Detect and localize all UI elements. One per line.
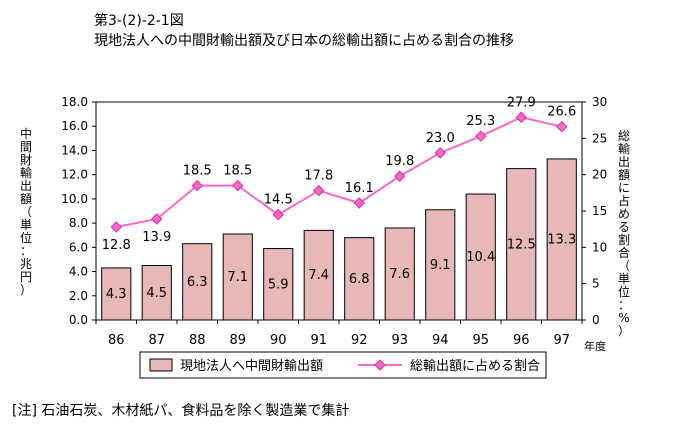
bar-value-label: 5.9 (268, 277, 289, 292)
share-marker (556, 120, 568, 133)
share-marker (434, 147, 446, 159)
x-axis-tick-label: 87 (148, 333, 165, 348)
share-value-label: 19.8 (385, 154, 414, 169)
figure-number: 第3-(2)-2-1図 (94, 13, 184, 29)
bar (263, 248, 294, 321)
right-axis-tick-label: 0 (592, 313, 600, 327)
share-marker (515, 111, 527, 123)
share-value-label: 18.5 (183, 164, 212, 179)
bar (101, 267, 132, 321)
x-axis-unit-label: 年度 (584, 339, 606, 353)
share-value-label: 17.8 (304, 169, 333, 184)
bar (141, 265, 172, 321)
left-axis-tick-label: 18.0 (61, 95, 88, 109)
share-value-label: 12.8 (102, 238, 131, 253)
bar (465, 193, 496, 321)
x-axis-tick-label: 94 (432, 333, 449, 348)
bar-value-label: 7.6 (389, 267, 410, 282)
left-axis-tick-label: 6.0 (69, 240, 88, 254)
share-value-label: 26.6 (547, 105, 576, 120)
footnote: [注] 石油石炭、木材紙パ、食料品を除く製造業で集計 (12, 403, 350, 419)
left-axis-tick-label: 10.0 (61, 192, 88, 206)
left-axis-tick-label: 0.0 (69, 313, 88, 327)
bar-value-label: 6.8 (349, 272, 370, 287)
bar (506, 168, 537, 321)
bar-value-label: 7.1 (227, 270, 248, 285)
x-axis-tick-label: 97 (553, 333, 570, 348)
share-marker (191, 179, 203, 192)
chart-canvas: 0.0 2.0 4.0 6.0 8.0 10.0 12.0 14.0 16.0 18.0 0 5 10 1… (20, 95, 630, 379)
right-axis-tick-label: 15 (592, 204, 607, 218)
share-line (116, 116, 562, 228)
share-value-label: 13.9 (142, 230, 171, 245)
x-axis-tick-label: 92 (351, 333, 368, 348)
legend-bar-swatch (149, 358, 173, 372)
share-value-label: 14.5 (264, 193, 293, 208)
share-marker (353, 197, 365, 209)
right-axis-tick-label: 5 (592, 277, 600, 291)
left-axis-tick-label: 4.0 (69, 265, 88, 279)
legend-line-marker (374, 359, 386, 371)
left-axis-tick-label: 2.0 (69, 289, 88, 303)
x-axis-tick-label: 93 (391, 333, 408, 348)
bar (303, 229, 334, 321)
right-axis-tick-label: 30 (592, 95, 607, 109)
share-value-label: 23.0 (426, 131, 455, 146)
share-marker (110, 221, 122, 233)
right-axis-tick-label: 20 (592, 168, 607, 182)
x-axis-tick-label: 86 (108, 333, 125, 348)
chart-title: 現地法人への中間財輸出額及び日本の総輸出額に占める割合の推移 (94, 33, 514, 49)
bar (222, 233, 253, 321)
bar-value-label: 4.3 (106, 287, 127, 302)
bar (344, 237, 375, 321)
bar-value-label: 7.4 (308, 268, 329, 283)
x-axis-tick-label: 96 (513, 333, 530, 348)
share-marker (272, 208, 284, 221)
left-axis-tick-label: 14.0 (61, 143, 88, 157)
share-value-label: 16.1 (345, 181, 374, 196)
bar (425, 209, 456, 321)
left-axis-tick-label: 12.0 (61, 168, 88, 182)
bar-value-label: 4.5 (146, 286, 167, 301)
share-value-label: 27.9 (507, 95, 536, 110)
share-marker (475, 130, 487, 142)
share-value-label: 18.5 (223, 164, 252, 179)
bar-value-label: 6.3 (187, 275, 208, 290)
x-axis-tick-label: 88 (189, 333, 206, 348)
left-axis-title: 中間財輸出額（単位：兆円） (20, 126, 32, 297)
legend-box (139, 351, 547, 379)
share-value-label: 25.3 (466, 114, 495, 129)
legend-line-label: 総輸出額に占める割合 (410, 358, 540, 374)
x-axis-tick-label: 89 (229, 333, 246, 348)
right-axis-tick-label: 10 (592, 240, 607, 254)
right-axis-title: 総輸出額に占める割合（単位：%） (618, 129, 630, 338)
legend-bar-label: 現地法人へ中間財輸出額 (180, 359, 323, 374)
bar (182, 243, 213, 321)
share-marker (232, 179, 244, 192)
bar-value-label: 12.5 (507, 237, 536, 252)
x-axis-tick-label: 91 (310, 333, 327, 348)
bar-value-label: 9.1 (430, 258, 451, 273)
x-axis-tick-label: 90 (270, 333, 287, 348)
x-axis-tick-label: 95 (472, 333, 489, 348)
right-axis-tick-label: 25 (592, 131, 607, 145)
bar-value-label: 13.3 (547, 232, 576, 247)
share-marker (394, 170, 406, 182)
left-axis-tick-label: 16.0 (61, 119, 88, 133)
bar-value-label: 10.4 (466, 250, 495, 265)
share-marker (151, 213, 163, 225)
left-axis-tick-label: 8.0 (69, 216, 88, 230)
bar (384, 227, 415, 321)
bar (546, 158, 577, 321)
share-marker (313, 184, 325, 197)
